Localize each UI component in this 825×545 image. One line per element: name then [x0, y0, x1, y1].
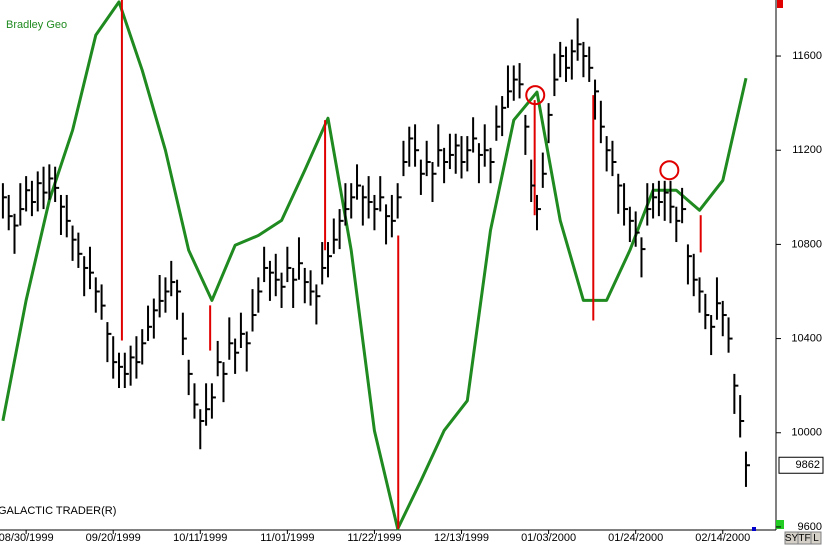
y-tick-label: 11600 — [792, 50, 822, 62]
y-tick-label: 9600 — [798, 521, 822, 533]
y-tick-label: 10000 — [791, 427, 822, 439]
plot-area — [1, 0, 750, 531]
toolbar-button-label[interactable]: L — [813, 533, 819, 544]
x-tick-label: 08/30/1999 — [0, 532, 54, 544]
x-tick-label: 11/22/1999 — [347, 532, 401, 544]
turn-circle — [525, 85, 546, 106]
x-tick-label: 10/11/1999 — [173, 532, 227, 544]
x-tick-label: 01/24/2000 — [608, 532, 663, 544]
button-bar: SY TF L — [784, 531, 822, 545]
turn-circle — [659, 160, 680, 181]
last-price-box — [778, 456, 824, 474]
toolbar-button-label[interactable]: TF — [798, 533, 810, 544]
y-tick-label: 11200 — [792, 144, 822, 156]
x-tick-label: 02/14/2000 — [695, 532, 750, 544]
x-tick-label: 11/01/1999 — [260, 532, 314, 544]
corner-marker — [777, 0, 783, 8]
last-price-label: 9862 — [796, 459, 820, 471]
x-tick-label: 12/13/1999 — [434, 532, 489, 544]
footer-label: GALACTIC TRADER(R) — [0, 505, 116, 517]
x-tick-label: 09/20/1999 — [86, 532, 141, 544]
chart-title: Bradley Geo — [6, 19, 67, 31]
toolbar-button[interactable] — [810, 531, 822, 545]
corner-marker — [776, 520, 784, 529]
y-tick-label: 10800 — [791, 238, 822, 250]
bradley-line — [1, 0, 748, 531]
y-tick-label: 10400 — [791, 332, 822, 344]
scroll-marker — [752, 527, 756, 531]
toolbar-button-label[interactable]: SY — [785, 533, 799, 544]
x-tick-label: 01/03/2000 — [521, 532, 576, 544]
